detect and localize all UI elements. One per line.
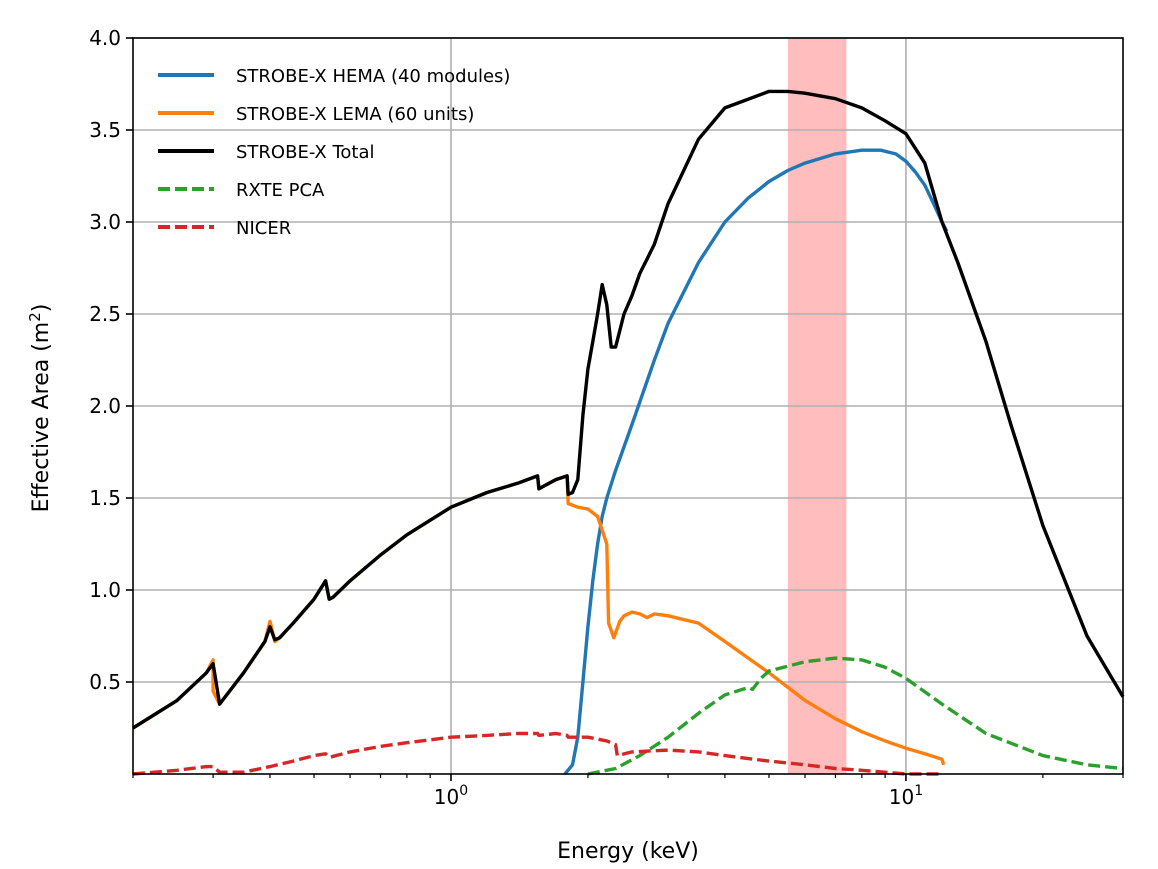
series-line — [563, 148, 949, 776]
x-tick-label: 101 — [889, 783, 923, 809]
x-tick-label: 100 — [434, 783, 468, 809]
y-axis-label-main: Effective Area (m — [29, 322, 54, 513]
legend: STROBE-X HEMA (40 modules) STROBE-X LEMA … — [158, 66, 510, 239]
y-tick-label: 1.5 — [89, 486, 121, 510]
y-axis-label-superscript: 2 — [26, 312, 44, 322]
y-tick-label: 3.5 — [89, 118, 121, 142]
series-layer — [132, 89, 1125, 776]
legend-label: NICER — [236, 218, 291, 239]
y-tick-label: 2.5 — [89, 302, 121, 326]
y-axis-label: Effective Area (m2) — [26, 304, 54, 513]
series-line — [132, 731, 942, 776]
series-line — [132, 89, 1125, 730]
x-axis-label: Energy (keV) — [557, 839, 699, 864]
legend-label: STROBE-X Total — [236, 142, 375, 163]
y-tick-label: 0.5 — [89, 670, 121, 694]
legend-label: STROBE-X LEMA (60 units) — [236, 104, 474, 125]
y-tick-label: 1.0 — [89, 578, 121, 602]
y-axis-label-end: ) — [29, 304, 54, 313]
y-tick-label: 4.0 — [89, 26, 121, 50]
series-line — [587, 656, 1124, 776]
legend-label: STROBE-X HEMA (40 modules) — [236, 66, 510, 87]
y-tick-label: 2.0 — [89, 394, 121, 418]
ticks-layer: 0.5 1.0 1.5 2.0 2.5 3.0 3.5 4.0 100 101 — [89, 26, 1124, 809]
legend-label: RXTE PCA — [236, 180, 325, 201]
y-tick-label: 3.0 — [89, 210, 121, 234]
